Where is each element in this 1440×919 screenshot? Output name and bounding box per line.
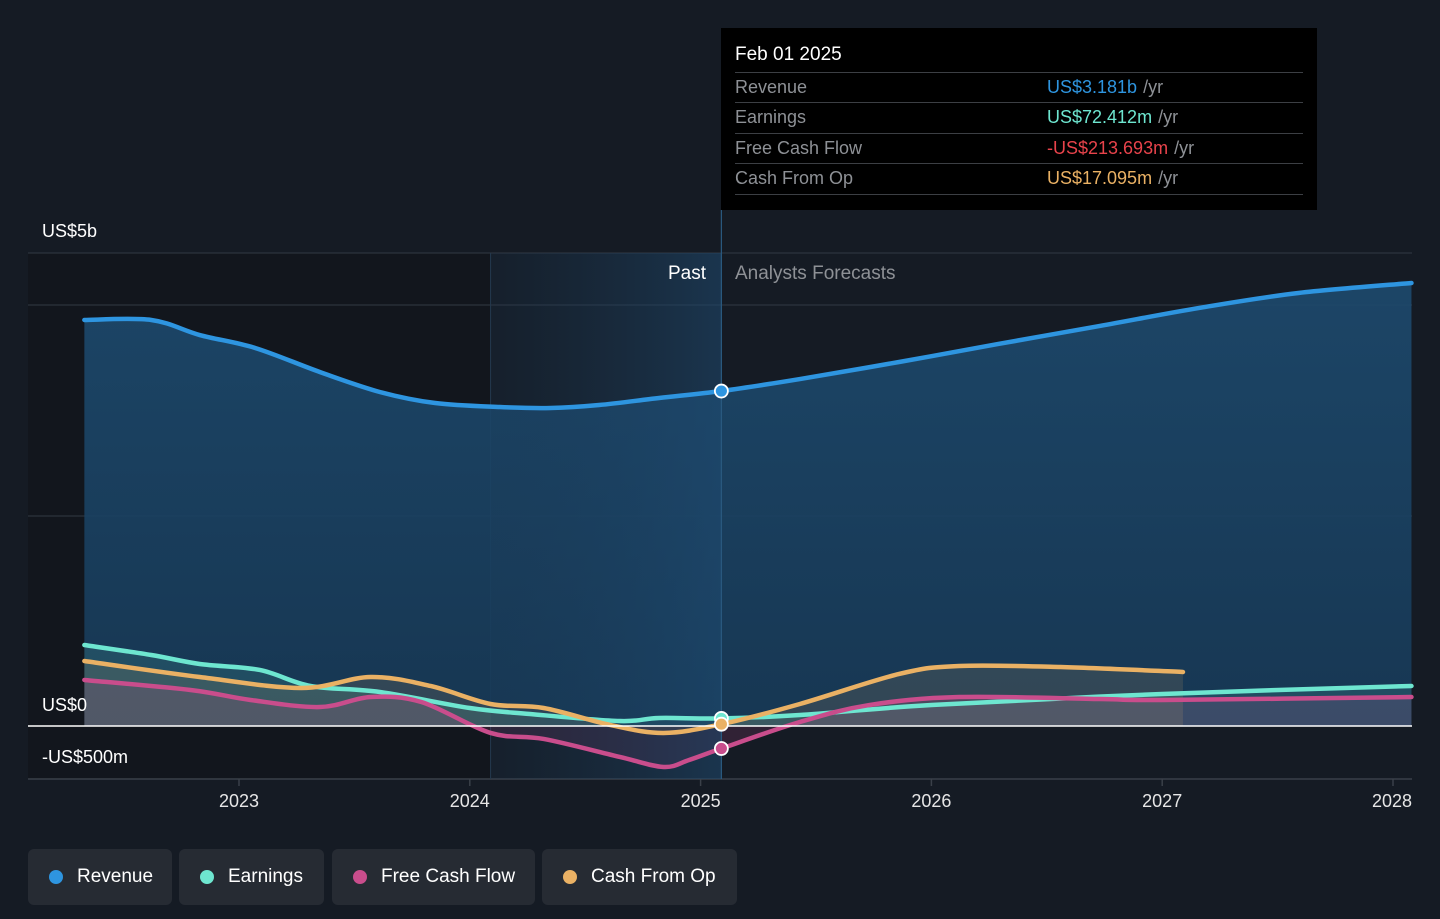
free-cash-flow-marker <box>713 741 729 756</box>
value-text: US$17.095m <box>1047 168 1153 188</box>
tooltip-value: US$17.095m/yr <box>1047 168 1178 189</box>
revenue-area <box>84 283 1412 726</box>
tooltip-label: Revenue <box>735 77 808 97</box>
unit-text: /yr <box>1174 138 1195 158</box>
revenue-marker <box>713 383 729 399</box>
tooltip-row-earnings: Earnings US$72.412m/yr <box>735 102 1303 133</box>
unit-text: /yr <box>1143 77 1164 97</box>
value-text: US$72.412m <box>1047 107 1153 127</box>
legend-label: Free Cash Flow <box>381 866 516 887</box>
tooltip-date: Feb 01 2025 <box>735 44 842 65</box>
cash-from-op-marker <box>713 716 729 732</box>
legend-label: Cash From Op <box>591 866 716 887</box>
revenue-line <box>82 280 1414 411</box>
x-tick-label: 2028 <box>1371 791 1413 811</box>
legend-label: Earnings <box>228 866 303 887</box>
revenue-dot-icon <box>49 870 63 884</box>
tooltip-value: US$3.181b/yr <box>1047 77 1163 98</box>
tooltip-divider <box>735 194 1303 195</box>
tooltip-value: -US$213.693m/yr <box>1047 138 1194 159</box>
legend-item-revenue[interactable]: Revenue <box>28 849 172 905</box>
tooltip-value: US$72.412m/yr <box>1047 107 1178 128</box>
legend-item-cash-from-op[interactable]: Cash From Op <box>542 849 737 905</box>
earnings-area <box>84 645 1412 726</box>
x-tick-label: 2027 <box>1142 791 1183 811</box>
chart-canvas <box>28 210 1414 786</box>
past-region-band <box>490 253 722 779</box>
y-label-top: US$5b <box>42 221 98 241</box>
forecast-label: Analysts Forecasts <box>735 263 896 284</box>
x-tick-label: 2025 <box>680 791 721 811</box>
tooltip-label: Earnings <box>735 107 807 127</box>
tooltip-label: Cash From Op <box>735 168 854 188</box>
tooltip-row-revenue: Revenue US$3.181b/yr <box>735 72 1303 103</box>
unit-text: /yr <box>1158 168 1179 188</box>
value-text: -US$213.693m <box>1047 138 1169 158</box>
fcf-dot-icon <box>353 870 367 884</box>
tooltip: Feb 01 2025 Revenue US$3.181b/yr Earning… <box>721 28 1317 210</box>
value-text: US$3.181b <box>1047 77 1138 97</box>
x-tick-label: 2024 <box>449 791 490 811</box>
legend-item-earnings[interactable]: Earnings <box>179 849 324 905</box>
y-label-negative: -US$500m <box>42 747 129 767</box>
tooltip-row-cfo: Cash From Op US$17.095m/yr <box>735 163 1303 194</box>
tooltip-row-fcf: Free Cash Flow -US$213.693m/yr <box>735 133 1303 164</box>
legend-label: Revenue <box>77 866 154 887</box>
tooltip-label: Free Cash Flow <box>735 138 863 158</box>
y-label-zero: US$0 <box>42 695 88 715</box>
earnings-dot-icon <box>200 870 214 884</box>
legend-item-free-cash-flow[interactable]: Free Cash Flow <box>332 849 535 905</box>
unit-text: /yr <box>1158 107 1179 127</box>
hover-markers <box>713 383 729 756</box>
earnings-line <box>82 642 1414 724</box>
x-tick-label: 2023 <box>218 791 260 811</box>
cfo-dot-icon <box>563 870 577 884</box>
past-label: Past <box>667 263 706 284</box>
free-cash-flow-line <box>82 677 1414 770</box>
x-axis <box>238 779 1394 786</box>
x-tick-label: 2026 <box>911 791 952 811</box>
